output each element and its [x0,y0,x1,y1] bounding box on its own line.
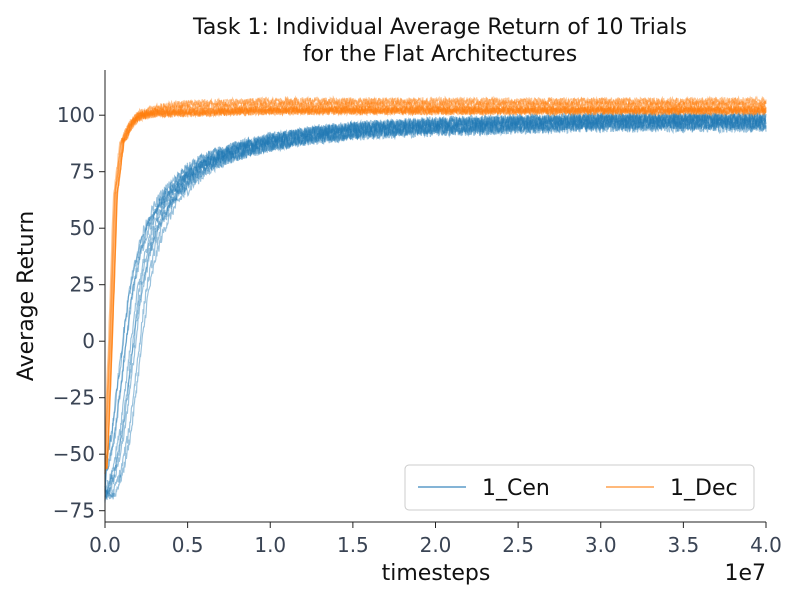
series-line-1_Dec-trial-8 [104,103,767,472]
series-line-1_Cen-trial-2 [104,115,767,500]
x-tick-label: 2.0 [420,533,452,557]
y-tick-label: 75 [70,160,95,184]
series-line-1_Cen-trial-10 [104,111,767,502]
series-1_Dec [104,95,767,475]
series-line-1_Cen-trial-4 [104,119,767,503]
series-line-1_Cen-trial-9 [104,112,767,498]
x-offset-label: 1e7 [724,561,766,586]
series-line-1_Dec-trial-4 [104,98,767,471]
x-tick-label: 1.5 [337,533,369,557]
series-line-1_Dec-trial-10 [104,103,767,465]
series-line-1_Cen-trial-3 [104,109,767,501]
series-line-1_Dec-trial-1 [104,106,767,475]
series-layer [104,95,767,503]
series-line-1_Cen-trial-6 [104,111,767,492]
x-tick-label: 0.0 [89,533,121,557]
x-tick-label: 3.0 [585,533,617,557]
x-axis-label: timesteps [382,561,491,586]
series-line-1_Dec-trial-2 [104,104,767,474]
y-tick-label: 50 [70,216,95,240]
series-line-1_Dec-trial-3 [104,105,767,470]
chart-title-line-1: Task 1: Individual Average Return of 10 … [192,15,687,40]
series-line-1_Cen-trial-8 [104,111,767,491]
series-line-1_Cen-trial-1 [104,117,767,499]
x-tick-label: 2.5 [502,533,534,557]
x-tick-label: 3.5 [667,533,699,557]
series-line-1_Dec-trial-6 [104,95,767,470]
x-tick-label: 0.5 [172,533,204,557]
y-ticks: −75 −50 −25 0 25 50 75 100 [53,103,105,523]
series-line-1_Cen-trial-5 [104,119,767,500]
y-tick-label: 0 [82,329,95,353]
legend: 1_Cen 1_Dec [404,464,755,511]
chart-title-line-2: for the Flat Architectures [303,42,577,67]
series-line-1_Dec-trial-5 [104,105,767,469]
x-ticks: 0.0 0.5 1.0 1.5 2.0 2.5 3.0 3.5 4.0 [89,522,782,557]
y-tick-label: −25 [53,386,95,410]
y-tick-label: 100 [57,103,95,127]
legend-label-cen: 1_Cen [482,476,550,501]
legend-label-dec: 1_Dec [670,476,738,501]
y-axis-label: Average Return [14,211,39,381]
y-tick-label: 25 [70,273,95,297]
y-tick-label: −75 [53,499,95,523]
x-tick-label: 1.0 [254,533,286,557]
series-line-1_Cen-trial-7 [104,117,767,494]
legend-frame [404,464,755,511]
series-1_Cen [104,109,767,503]
series-line-1_Dec-trial-9 [104,95,767,464]
y-tick-label: −50 [53,442,95,466]
series-line-1_Dec-trial-7 [104,100,767,474]
x-tick-label: 4.0 [750,533,782,557]
